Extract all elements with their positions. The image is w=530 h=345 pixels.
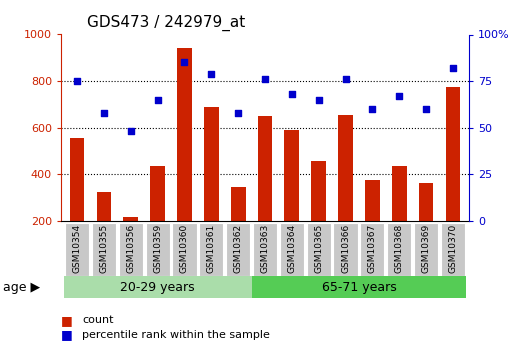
Bar	[253, 223, 277, 276]
Point	[207, 71, 216, 76]
Bar	[252, 276, 466, 298]
Point	[449, 65, 457, 71]
Bar	[285, 130, 299, 221]
Bar	[150, 166, 165, 221]
Bar	[65, 223, 89, 276]
Text: GSM10356: GSM10356	[126, 224, 135, 273]
Bar	[146, 223, 170, 276]
Bar	[333, 223, 358, 276]
Bar	[311, 161, 326, 221]
Text: GSM10359: GSM10359	[153, 224, 162, 273]
Text: GSM10369: GSM10369	[421, 224, 430, 273]
Text: age ▶: age ▶	[3, 281, 40, 294]
Text: GSM10370: GSM10370	[448, 224, 457, 273]
Bar	[360, 223, 384, 276]
Bar	[280, 223, 304, 276]
Text: GDS473 / 242979_at: GDS473 / 242979_at	[87, 15, 246, 31]
Text: GSM10364: GSM10364	[287, 224, 296, 273]
Text: GSM10362: GSM10362	[234, 224, 243, 273]
Point	[341, 77, 350, 82]
Bar	[307, 223, 331, 276]
Point	[234, 110, 242, 116]
Text: GSM10355: GSM10355	[100, 224, 109, 273]
Text: GSM10363: GSM10363	[261, 224, 269, 273]
Point	[368, 106, 377, 112]
Text: GSM10365: GSM10365	[314, 224, 323, 273]
Point	[153, 97, 162, 102]
Bar	[172, 223, 197, 276]
Bar	[119, 223, 143, 276]
Text: GSM10367: GSM10367	[368, 224, 377, 273]
Text: GSM10366: GSM10366	[341, 224, 350, 273]
Bar	[64, 276, 252, 298]
Text: percentile rank within the sample: percentile rank within the sample	[82, 330, 270, 339]
Bar	[414, 223, 438, 276]
Text: GSM10360: GSM10360	[180, 224, 189, 273]
Point	[261, 77, 269, 82]
Bar	[231, 187, 245, 221]
Bar	[123, 217, 138, 221]
Text: ■: ■	[61, 314, 73, 327]
Point	[180, 60, 189, 65]
Bar	[96, 192, 111, 221]
Point	[314, 97, 323, 102]
Bar	[204, 107, 219, 221]
Text: GSM10368: GSM10368	[395, 224, 404, 273]
Point	[100, 110, 108, 116]
Point	[73, 78, 81, 84]
Bar	[392, 166, 407, 221]
Text: 65-71 years: 65-71 years	[322, 281, 396, 294]
Bar	[419, 183, 434, 221]
Point	[127, 129, 135, 134]
Point	[395, 93, 403, 99]
Bar	[446, 87, 461, 221]
Point	[288, 91, 296, 97]
Text: GSM10354: GSM10354	[73, 224, 82, 273]
Bar	[441, 223, 465, 276]
Bar	[387, 223, 411, 276]
Text: 20-29 years: 20-29 years	[120, 281, 195, 294]
Bar	[199, 223, 223, 276]
Bar	[226, 223, 250, 276]
Bar	[365, 180, 380, 221]
Text: count: count	[82, 315, 113, 325]
Bar	[92, 223, 116, 276]
Bar	[69, 138, 84, 221]
Bar	[177, 48, 192, 221]
Text: GSM10361: GSM10361	[207, 224, 216, 273]
Bar	[338, 115, 353, 221]
Point	[422, 106, 430, 112]
Bar	[258, 117, 272, 221]
Text: ■: ■	[61, 328, 73, 341]
